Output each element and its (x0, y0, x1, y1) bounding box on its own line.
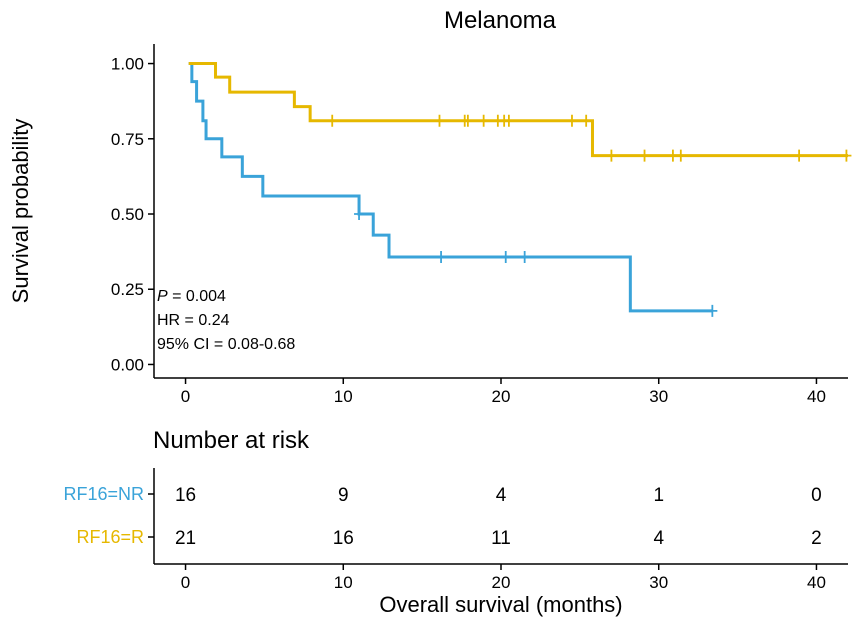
risk-x-ticks: 0 10 20 30 40 (181, 564, 826, 592)
y-tick-label: 0.00 (111, 355, 144, 374)
risk-row-label: RF16=NR (63, 484, 144, 504)
censor-mark (478, 114, 489, 127)
risk-count: 11 (491, 528, 511, 549)
x-tick-label: 40 (807, 387, 826, 406)
censor-mark (327, 114, 338, 127)
survival-curve-rf16-nr (188, 62, 713, 313)
risk-count: 2 (811, 528, 822, 549)
censor-mark (566, 114, 577, 127)
censor-mark (519, 251, 530, 264)
y-tick-label: 0.50 (111, 205, 144, 224)
x-tick-label: 30 (649, 387, 668, 406)
risk-count: 16 (333, 528, 354, 549)
risk-x-tick-label: 40 (807, 573, 826, 592)
x-ticks: 0 10 20 30 40 (181, 378, 826, 406)
y-tick-label: 0.75 (111, 130, 144, 149)
risk-count: 4 (496, 485, 507, 506)
censor-mark (436, 251, 447, 264)
censor-mark (500, 251, 511, 264)
risk-count: 21 (175, 528, 196, 549)
censor-mark (503, 114, 514, 127)
risk-x-tick-label: 30 (649, 573, 668, 592)
censor-mark (434, 114, 445, 127)
censor-mark (675, 149, 686, 162)
censor-mark (606, 149, 617, 162)
risk-count: 1 (653, 485, 664, 506)
risk-table: RF16=NR 16 9 4 1 0 RF16=R 21 16 11 4 2 (63, 484, 821, 549)
y-tick-label: 1.00 (111, 55, 144, 74)
chart-title: Melanoma (444, 7, 557, 34)
censor-mark (794, 149, 805, 162)
risk-row-label: RF16=R (76, 527, 144, 547)
risk-count: 0 (811, 485, 822, 506)
risk-count: 4 (653, 528, 664, 549)
x-tick-label: 10 (334, 387, 353, 406)
censor-mark (707, 304, 718, 317)
survival-curves (188, 62, 852, 317)
ci-annotation: 95% CI = 0.08-0.68 (157, 336, 295, 353)
risk-x-tick-label: 10 (334, 573, 353, 592)
y-axis-title: Survival probability (8, 119, 33, 304)
risk-table-title: Number at risk (153, 427, 310, 454)
risk-x-tick-label: 20 (492, 573, 511, 592)
p-value-annotation: P = 0.004 (157, 288, 226, 305)
x-axis-title: Overall survival (months) (379, 592, 622, 617)
risk-x-tick-label: 0 (181, 573, 190, 592)
censor-mark (581, 114, 592, 127)
censor-mark (841, 149, 852, 162)
x-tick-label: 20 (492, 387, 511, 406)
y-tick-label: 0.25 (111, 280, 144, 299)
x-tick-label: 0 (181, 387, 190, 406)
survival-curve-rf16-r (188, 62, 848, 158)
y-ticks: 0.00 0.25 0.50 0.75 1.00 (111, 55, 154, 374)
censor-mark (462, 114, 473, 127)
hr-annotation: HR = 0.24 (157, 312, 230, 329)
risk-count: 9 (338, 485, 349, 506)
censor-mark (354, 208, 365, 221)
censor-mark (639, 149, 650, 162)
risk-count: 16 (175, 485, 196, 506)
